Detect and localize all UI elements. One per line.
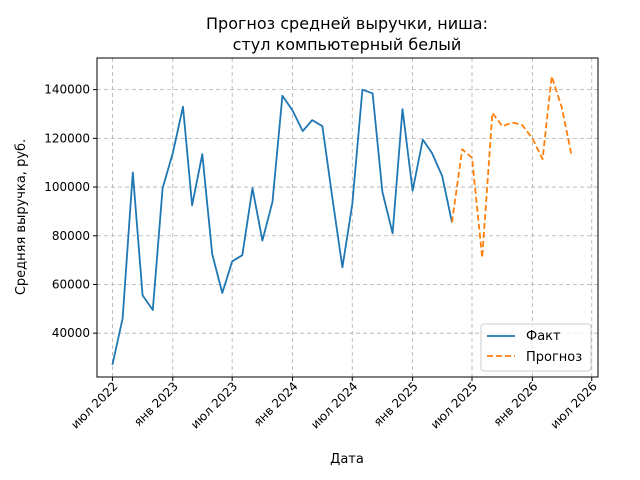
y-tick-label: 40000 <box>52 326 90 340</box>
x-axis-label: Дата <box>330 452 364 467</box>
x-tick-label: янв 2023 <box>131 379 181 429</box>
chart-title-line-2: стул компьютерный белый <box>233 35 462 54</box>
y-tick-label: 80000 <box>52 229 90 243</box>
chart-title-line-1: Прогноз средней выручки, ниша: <box>206 14 488 33</box>
legend: Факт Прогноз <box>480 323 592 372</box>
plot-frame <box>96 57 599 378</box>
y-axis-ticks: 40000 60000 80000 100000 120000 140000 <box>44 83 97 340</box>
x-axis-ticks: июл 2022 янв 2023 июл 2023 янв 2024 июл 2024… <box>68 377 600 432</box>
y-tick-label: 120000 <box>44 131 90 145</box>
y-tick-label: 140000 <box>44 83 90 97</box>
x-tick-label: янв 2025 <box>371 379 421 429</box>
series-layer <box>111 75 573 365</box>
legend-label-fact: Факт <box>526 329 561 344</box>
series-line-1 <box>451 75 573 259</box>
legend-label-forecast: Прогноз <box>526 350 582 365</box>
y-tick-label: 100000 <box>44 180 90 194</box>
y-tick-label: 60000 <box>52 277 90 291</box>
x-tick-label: янв 2024 <box>251 379 301 429</box>
series-line-0 <box>111 88 453 365</box>
x-tick-label: июл 2026 <box>548 379 600 431</box>
x-tick-label: июл 2023 <box>188 379 240 431</box>
x-tick-label: июл 2022 <box>68 379 120 431</box>
x-tick-label: июл 2024 <box>308 379 360 431</box>
y-axis-label: Средняя выручка, руб. <box>14 139 29 295</box>
x-tick-label: июл 2025 <box>428 379 480 431</box>
x-tick-label: янв 2026 <box>491 379 541 429</box>
